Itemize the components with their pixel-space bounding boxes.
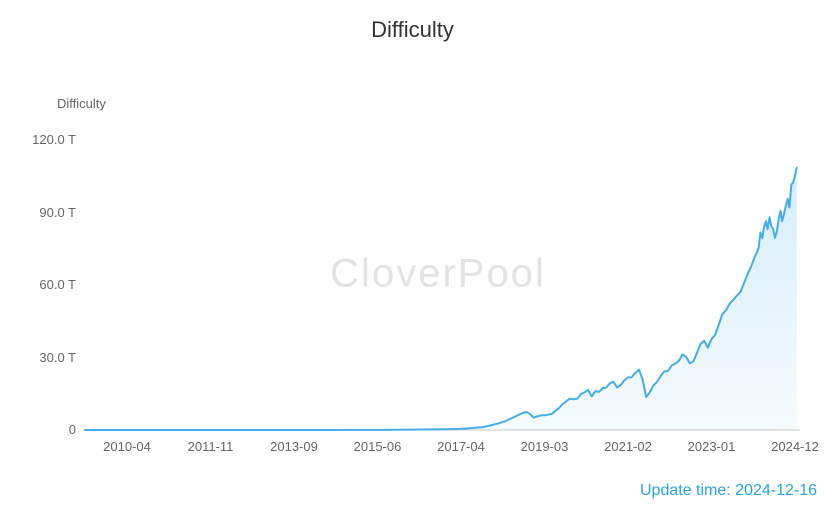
x-axis-tick-label: 2024-12 xyxy=(771,439,819,454)
cloverpool-watermark: CloverPool xyxy=(330,251,546,296)
x-axis-tick-label: 2011-11 xyxy=(187,439,234,454)
update-time-label: Update time: 2024-12-16 xyxy=(640,482,817,499)
x-axis-tick-label: 2021-02 xyxy=(604,439,652,454)
y-axis-tick-label: 90.0 T xyxy=(39,204,76,220)
y-axis-tick-label: 30.0 T xyxy=(39,349,76,365)
x-axis-tick-label: 2013-09 xyxy=(270,439,318,454)
y-axis-tick-label: 120.0 T xyxy=(32,132,76,147)
y-axis-tick-label: 0 xyxy=(68,422,76,437)
difficulty-area-fill xyxy=(85,167,797,430)
difficulty-line xyxy=(84,166,798,431)
y-axis-tick-label: 60.0 T xyxy=(39,277,76,292)
x-axis-tick-label: 2015-06 xyxy=(353,439,402,454)
chart-title: Difficulty xyxy=(371,17,454,42)
x-axis-tick-label: 2017-04 xyxy=(437,439,485,454)
x-axis-tick-label: 2010-04 xyxy=(103,439,151,454)
y-axis-title: Difficulty xyxy=(57,96,106,111)
x-axis-tick-label: 2023-01 xyxy=(687,439,736,454)
x-axis-tick-label: 2019-03 xyxy=(520,439,569,454)
